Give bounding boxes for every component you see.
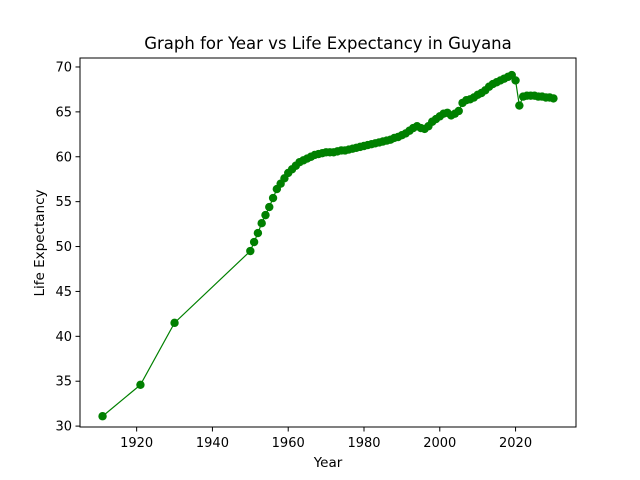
data-point: [98, 412, 107, 421]
x-axis: 1920 1940 1960 1980 2000 2020: [120, 427, 532, 451]
y-tick-label: 60: [55, 150, 72, 165]
data-point: [136, 380, 145, 389]
data-point: [268, 193, 278, 203]
y-tick-label: 30: [55, 420, 72, 435]
data-point: [511, 76, 520, 85]
x-tick-label: 1980: [347, 436, 380, 451]
data-point: [249, 237, 259, 247]
data-point: [261, 210, 270, 220]
data-point: [253, 228, 263, 238]
x-tick-label: 1920: [120, 436, 153, 451]
y-tick-label: 70: [55, 60, 72, 75]
y-axis-label: Life Expectancy: [32, 190, 48, 297]
data-point: [265, 202, 274, 212]
y-tick-label: 55: [55, 195, 72, 210]
data-point: [549, 94, 558, 103]
y-tick-label: 65: [55, 105, 72, 120]
chart-title: Graph for Year vs Life Expectancy in Guy…: [144, 34, 512, 53]
data-point: [257, 219, 266, 228]
y-axis: 30 35 40 45 50 55 60 65 70: [55, 60, 80, 435]
data-point: [515, 101, 524, 110]
data-point: [170, 318, 179, 328]
plot-frame: [79, 57, 577, 428]
data-point: [246, 246, 255, 256]
y-tick-label: 45: [55, 285, 72, 300]
x-tick-label: 1960: [272, 436, 305, 451]
y-tick-label: 40: [55, 330, 72, 345]
x-axis-label: Year: [313, 455, 343, 471]
y-tick-label: 35: [55, 375, 72, 390]
x-tick-label: 2020: [499, 436, 532, 451]
x-tick-label: 1940: [196, 436, 229, 451]
y-tick-label: 50: [55, 240, 72, 255]
plot-area: [98, 70, 558, 421]
data-point: [454, 106, 463, 116]
x-tick-label: 2000: [423, 436, 456, 451]
